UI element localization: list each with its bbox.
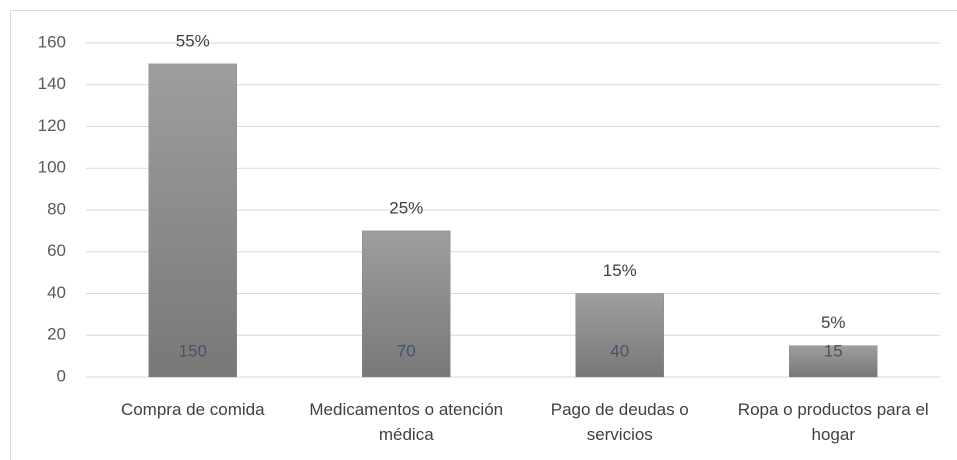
percent-label: 25% bbox=[389, 198, 423, 217]
x-tick-label: Compra de comida bbox=[120, 400, 265, 419]
percent-label: 15% bbox=[603, 261, 637, 280]
y-tick-label: 80 bbox=[47, 199, 66, 218]
y-tick-label: 100 bbox=[38, 158, 66, 177]
value-label: 40 bbox=[610, 341, 629, 360]
y-tick-label: 60 bbox=[47, 241, 66, 260]
percent-label: 55% bbox=[176, 31, 210, 50]
value-label: 70 bbox=[397, 341, 416, 360]
percent-label: 5% bbox=[821, 313, 846, 332]
y-tick-label: 0 bbox=[57, 366, 66, 385]
y-tick-label: 120 bbox=[38, 116, 66, 135]
value-label: 150 bbox=[179, 341, 207, 360]
y-tick-label: 20 bbox=[47, 325, 66, 344]
x-tick-label: Ropa o productos para el hogar bbox=[737, 400, 929, 444]
bar bbox=[362, 230, 451, 378]
bar bbox=[789, 345, 878, 378]
x-tick-label: Medicamentos o atención médica bbox=[309, 400, 504, 444]
y-tick-label: 160 bbox=[38, 32, 66, 51]
chart-border bbox=[10, 10, 957, 460]
value-label: 15 bbox=[824, 341, 843, 360]
y-tick-label: 140 bbox=[38, 74, 66, 93]
y-tick-label: 40 bbox=[47, 283, 66, 302]
x-tick-label: Pago de deudas o servicios bbox=[550, 400, 689, 444]
bar bbox=[148, 63, 237, 378]
bar bbox=[575, 293, 664, 378]
